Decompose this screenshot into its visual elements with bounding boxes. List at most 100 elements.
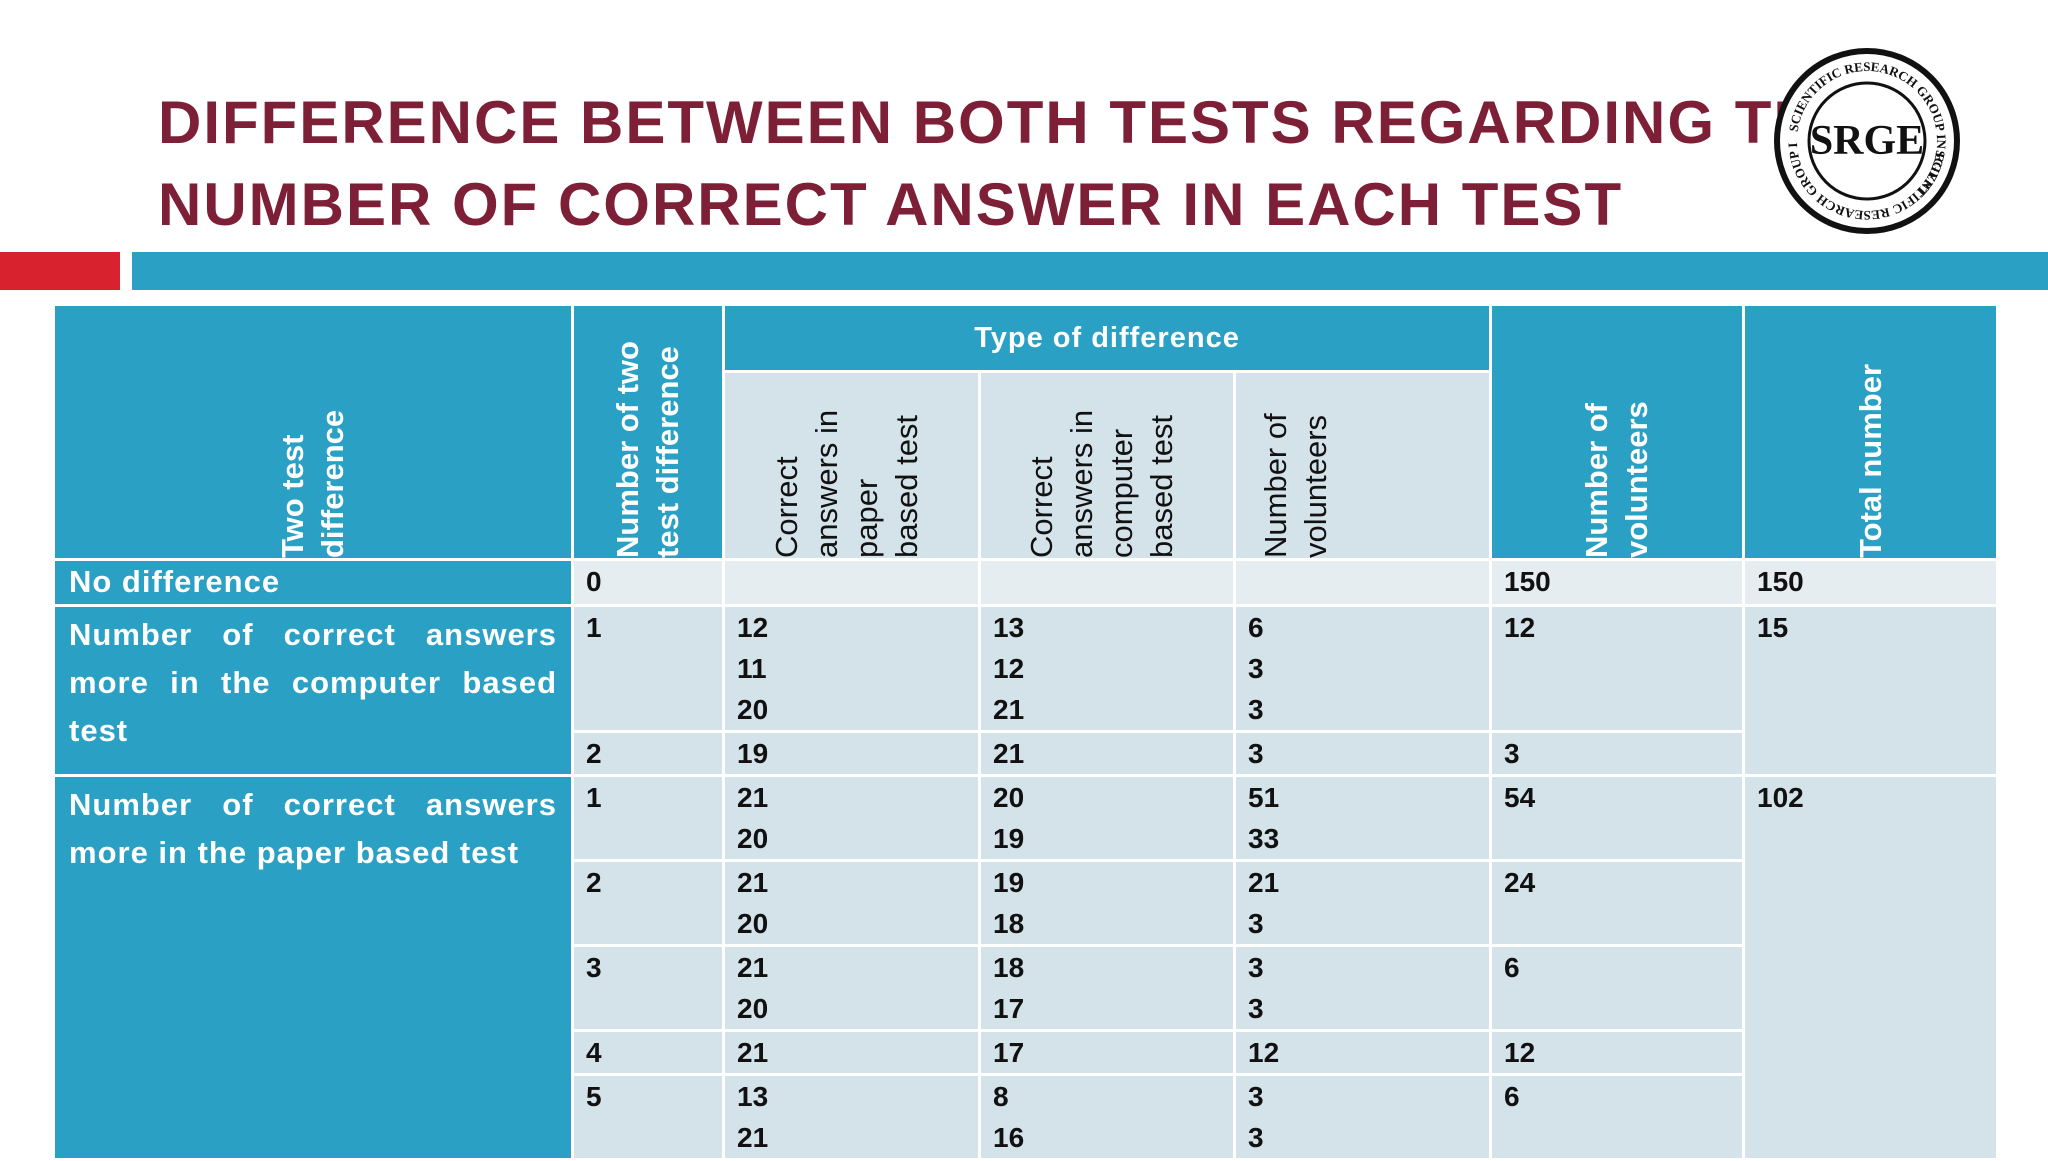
cell: 21 20 <box>722 774 981 862</box>
table-row: 2 19 21 3 3 <box>54 730 1998 777</box>
logo-inner <box>1807 81 1927 201</box>
value: 21 <box>993 694 1025 725</box>
cell: 17 <box>978 1029 1236 1076</box>
cell: 3 <box>1232 730 1493 777</box>
cell: 3 <box>1489 730 1746 777</box>
cell: 20 19 <box>978 774 1236 862</box>
value: 3 <box>1248 952 1264 983</box>
value: 17 <box>993 1037 1025 1068</box>
slide-title: DIFFERENCE BETWEEN BOTH TESTS REGARDING … <box>158 82 1861 246</box>
cell: 19 18 <box>978 859 1236 947</box>
cell: 21 20 <box>722 859 981 947</box>
total: 15 <box>1757 612 1789 643</box>
cell: 0 <box>571 558 725 607</box>
value: 21 <box>993 738 1025 769</box>
cell: 54 <box>1489 774 1746 862</box>
header-row: Two test difference Number of two test d… <box>52 303 2000 561</box>
total: 150 <box>1757 566 1804 597</box>
cell: 12 <box>1489 604 1746 733</box>
difference: 1 <box>586 782 602 813</box>
accent-bar <box>0 252 120 290</box>
cell <box>978 558 1236 607</box>
value: 3 <box>1248 1122 1264 1153</box>
header-text: Number of two test difference <box>610 341 685 558</box>
value: 21 <box>737 867 769 898</box>
row-label: Number of correct answers more in the pa… <box>52 774 574 1161</box>
value: 20 <box>737 908 769 939</box>
title-line: NUMBER OF CORRECT ANSWER IN EACH TEST <box>158 171 1624 238</box>
volunteers: 6 <box>1504 952 1520 983</box>
cell <box>1232 558 1493 607</box>
value: 3 <box>1248 993 1264 1024</box>
volunteers: 3 <box>1504 738 1520 769</box>
cell: 21 3 <box>1232 859 1493 947</box>
total: 102 <box>1757 782 1804 813</box>
value: 21 <box>737 782 769 813</box>
value: 19 <box>993 823 1025 854</box>
value: 6 <box>1248 612 1264 643</box>
cell <box>722 558 981 607</box>
header-text: Correct answers in computer based test <box>1024 409 1179 558</box>
cell: 12 11 20 <box>722 604 981 733</box>
cell: 12 <box>1232 1029 1493 1076</box>
value: 3 <box>1248 694 1264 725</box>
logo-text: SRGE <box>1810 118 1924 164</box>
value: 13 <box>993 612 1025 643</box>
cell: 18 17 <box>978 944 1236 1032</box>
value: 51 <box>1248 782 1280 813</box>
row-label: No difference <box>52 558 574 607</box>
cell: 13 21 <box>722 1073 981 1161</box>
cell: 1 <box>571 604 725 733</box>
cell: 150 <box>1742 558 2000 607</box>
header-cell: Type of difference <box>721 303 1493 373</box>
header-cell: Two test difference <box>52 303 574 561</box>
header-cell: Number of two test difference <box>571 303 725 561</box>
value: 21 <box>737 952 769 983</box>
value: 21 <box>737 1122 769 1153</box>
value: 11 <box>737 653 767 684</box>
cell: 5 <box>571 1073 725 1161</box>
header-text: Number of volunteers <box>1258 413 1333 558</box>
cell: 19 <box>722 730 981 777</box>
value: 13 <box>737 1081 769 1112</box>
header-text: Number of volunteers <box>1579 401 1655 558</box>
cell: 6 <box>1489 944 1746 1032</box>
header-text: Total number <box>1852 363 1888 558</box>
value: 18 <box>993 908 1025 939</box>
cell: 6 3 3 <box>1232 604 1493 733</box>
difference: 3 <box>586 952 602 983</box>
header-bar <box>132 252 2048 290</box>
header-cell: Number of volunteers <box>1232 370 1493 561</box>
cell: 8 16 <box>978 1073 1236 1161</box>
value: 3 <box>1248 738 1264 769</box>
cell: 13 12 21 <box>978 604 1236 733</box>
volunteers: 12 <box>1504 1037 1536 1068</box>
volunteers: 54 <box>1504 782 1536 813</box>
value: 17 <box>993 993 1025 1024</box>
value: 33 <box>1248 823 1280 854</box>
header-cell: Correct answers in paper based test <box>722 370 981 561</box>
table-row: Number of correct answers more in the co… <box>52 604 2000 777</box>
value: 20 <box>737 694 769 725</box>
title-line: DIFFERENCE BETWEEN BOTH TESTS REGARDING … <box>158 89 1861 156</box>
value: 20 <box>737 823 769 854</box>
value: 21 <box>1248 867 1280 898</box>
value: 20 <box>737 993 769 1024</box>
cell: 21 <box>978 730 1236 777</box>
table-row: No difference 0 150 150 <box>52 558 2000 607</box>
cell: 21 20 <box>722 944 981 1032</box>
value: 19 <box>737 738 769 769</box>
cell: 24 <box>1489 859 1746 947</box>
header-cell: Total number <box>1742 303 2000 561</box>
header-text: Two test difference <box>275 409 350 558</box>
difference: 4 <box>586 1037 602 1068</box>
difference: 2 <box>586 738 602 769</box>
table-row: 5 13 21 8 16 3 3 6 <box>54 1073 1998 1161</box>
header-row: Correct answers in paper based test Corr… <box>54 370 1998 561</box>
table-body: No difference 0 150 150 Number of correct an… <box>52 558 2000 1161</box>
volunteers: 12 <box>1504 612 1536 643</box>
table-row: 2 21 20 19 18 21 3 24 <box>54 859 1998 947</box>
cell: 1 <box>571 774 725 862</box>
cell: 12 <box>1489 1029 1746 1076</box>
